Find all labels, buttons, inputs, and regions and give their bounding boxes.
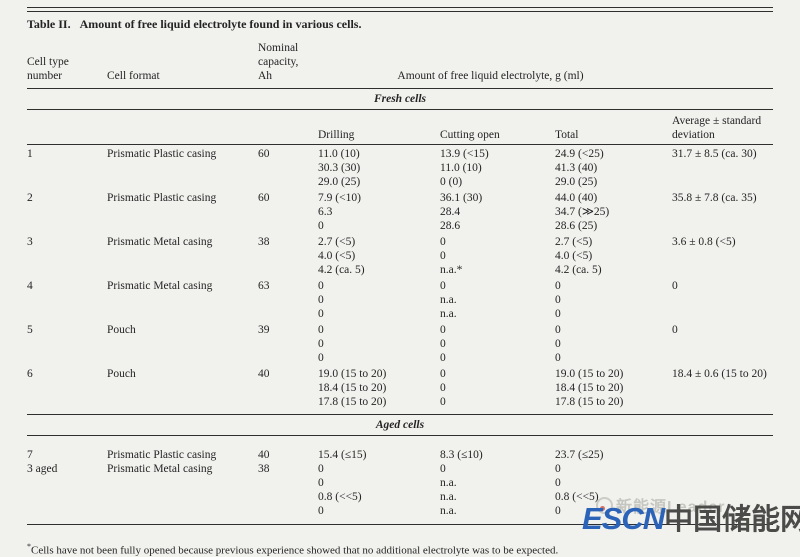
- cell-capacity: 39: [258, 324, 270, 336]
- table-subheader-row: Drilling Cutting open Total Average ± st…: [27, 110, 773, 144]
- cell-total: 0 0 0.8 (<<5) 0: [555, 463, 599, 517]
- cell-number: 4: [27, 280, 33, 292]
- col-header-total: Total: [555, 129, 579, 141]
- table-row: 1 Prismatic Plastic casing 60 11.0 (10) 30.…: [27, 145, 773, 189]
- cell-cutting: 8.3 (≤10): [440, 449, 483, 461]
- cell-average: 18.4 ± 0.6 (15 to 20): [672, 368, 767, 380]
- table-caption: Amount of free liquid electrolyte found …: [79, 17, 362, 31]
- watermark-escn-text: ESCN: [582, 501, 665, 536]
- cell-cutting: 36.1 (30) 28.4 28.6: [440, 192, 483, 232]
- cell-drilling: 0 0 0: [318, 280, 324, 320]
- cell-total: 19.0 (15 to 20) 18.4 (15 to 20) 17.8 (15…: [555, 368, 624, 408]
- cell-drilling: 19.0 (15 to 20) 18.4 (15 to 20) 17.8 (15…: [318, 368, 387, 408]
- cell-format: Prismatic Plastic casing: [107, 192, 217, 204]
- col-header-cell-type-number: Cell type number: [27, 56, 69, 82]
- table-row: 3 Prismatic Metal casing 38 2.7 (<5) 4.0 (<…: [27, 233, 773, 277]
- cell-total: 24.9 (<25) 41.3 (40) 29.0 (25): [555, 148, 604, 188]
- cell-cutting: 0 n.a. n.a. n.a.: [440, 463, 457, 517]
- cell-number: 1: [27, 148, 33, 160]
- table-bottom-rule: [27, 524, 773, 525]
- cell-drilling: 0 0 0.8 (<<5) 0: [318, 463, 362, 517]
- leader-logo-icon: [596, 497, 613, 514]
- cell-drilling: 2.7 (<5) 4.0 (<5) 4.2 (ca. 5): [318, 236, 365, 276]
- table-row: 7 Prismatic Plastic casing 40 15.4 (≤15) 8.3…: [27, 448, 773, 462]
- table-row: 5 Pouch 39 0 0 0 0 0 0 0 0 0 0: [27, 321, 773, 365]
- cell-capacity: 60: [258, 148, 270, 160]
- horizontal-rule: [27, 414, 773, 415]
- cell-number: 7: [27, 449, 33, 461]
- col-header-cell-format: Cell format: [107, 70, 160, 82]
- cell-capacity: 38: [258, 463, 270, 475]
- watermark-cn-text: 中国储能网: [664, 504, 800, 536]
- col-header-drilling: Drilling: [318, 129, 355, 141]
- cell-average: [672, 448, 773, 462]
- table-title: Table II. Amount of free liquid electroly…: [27, 17, 773, 31]
- table-top-rule: [27, 7, 773, 12]
- horizontal-rule: [27, 144, 773, 145]
- table-footnote: *Cells have not been fully opened becaus…: [27, 540, 773, 557]
- table-row: 4 Prismatic Metal casing 63 0 0 0 0 n.a. n.a…: [27, 277, 773, 321]
- cell-number: 5: [27, 324, 33, 336]
- cell-format: Prismatic Metal casing: [107, 280, 213, 292]
- cell-total: 0 0 0: [555, 324, 561, 364]
- cell-cutting: 0 n.a. n.a.: [440, 280, 457, 320]
- cell-format: Pouch: [107, 368, 136, 380]
- cell-average: 31.7 ± 8.5 (ca. 30): [672, 148, 757, 160]
- cell-number: 3: [27, 236, 33, 248]
- footnote-marker: *: [27, 542, 31, 551]
- col-header-cutting-open: Cutting open: [440, 129, 500, 141]
- cell-number: 3 aged: [27, 463, 58, 475]
- fresh-cells-rows: 1 Prismatic Plastic casing 60 11.0 (10) 30.…: [0, 145, 800, 409]
- cell-total: 2.7 (<5) 4.0 (<5) 4.2 (ca. 5): [555, 236, 602, 276]
- cell-cutting: 0 0 0: [440, 324, 446, 364]
- section-header-fresh-cells: Fresh cells: [373, 93, 427, 105]
- watermark-main: ESCN中国储能网: [582, 503, 800, 535]
- cell-total: 44.0 (40) 34.7 (≫25) 28.6 (25): [555, 192, 610, 232]
- cell-cutting: 0 0 0: [440, 368, 446, 408]
- cell-drilling: 0 0 0: [318, 324, 324, 364]
- table-number-label: Table II.: [27, 17, 71, 31]
- cell-number: 6: [27, 368, 33, 380]
- section-header-aged-cells: Aged cells: [375, 419, 425, 431]
- cell-average: 0: [672, 324, 678, 336]
- table-row: 3 aged Prismatic Metal casing 38 0 0 0.8 (<…: [27, 462, 773, 518]
- cell-number: 2: [27, 192, 33, 204]
- cell-format: Pouch: [107, 324, 136, 336]
- cell-capacity: 38: [258, 236, 270, 248]
- table-row: 6 Pouch 40 19.0 (15 to 20) 18.4 (15 to 20) …: [27, 365, 773, 409]
- cell-capacity: 40: [258, 449, 270, 461]
- cell-capacity: 63: [258, 280, 270, 292]
- cell-average: 35.8 ± 7.8 (ca. 35): [672, 192, 757, 204]
- cell-total: 0 0 0: [555, 280, 561, 320]
- horizontal-rule: [27, 109, 773, 110]
- horizontal-rule: [27, 435, 773, 436]
- cell-average: 0: [672, 280, 678, 292]
- cell-drilling: 7.9 (<10) 6.3 0: [318, 192, 361, 232]
- aged-cells-rows: 7 Prismatic Plastic casing 40 15.4 (≤15) 8.3…: [0, 448, 800, 518]
- col-header-average-std: Average ± standard deviation: [672, 115, 762, 141]
- col-header-nominal-capacity: Nominal capacity, Ah: [258, 42, 299, 82]
- cell-average: 3.6 ± 0.8 (<5): [672, 236, 736, 248]
- watermark-light: 新能源Leader: [596, 497, 726, 516]
- cell-drilling: 15.4 (≤15): [318, 449, 367, 461]
- cell-format: Prismatic Plastic casing: [107, 148, 217, 160]
- table-row: 2 Prismatic Plastic casing 60 7.9 (<10) 6.3…: [27, 189, 773, 233]
- cell-format: Prismatic Metal casing: [107, 236, 213, 248]
- horizontal-rule: [27, 88, 773, 89]
- table-header-row: Cell type number Cell format Nominal cap…: [27, 41, 773, 88]
- cell-format: Prismatic Plastic casing: [107, 449, 217, 461]
- cell-capacity: 60: [258, 192, 270, 204]
- col-header-electrolyte-span: Amount of free liquid electrolyte, g (ml…: [397, 70, 584, 82]
- cell-drilling: 11.0 (10) 30.3 (30) 29.0 (25): [318, 148, 361, 188]
- cell-cutting: 0 0 n.a.*: [440, 236, 463, 276]
- footnote-text: Cells have not been fully opened because…: [31, 544, 559, 557]
- cell-capacity: 40: [258, 368, 270, 380]
- cell-total: 23.7 (≤25): [555, 449, 604, 461]
- cell-cutting: 13.9 (<15) 11.0 (10) 0 (0): [440, 148, 489, 188]
- cell-format: Prismatic Metal casing: [107, 463, 213, 475]
- watermark-light-text: 新能源Leader: [616, 499, 726, 516]
